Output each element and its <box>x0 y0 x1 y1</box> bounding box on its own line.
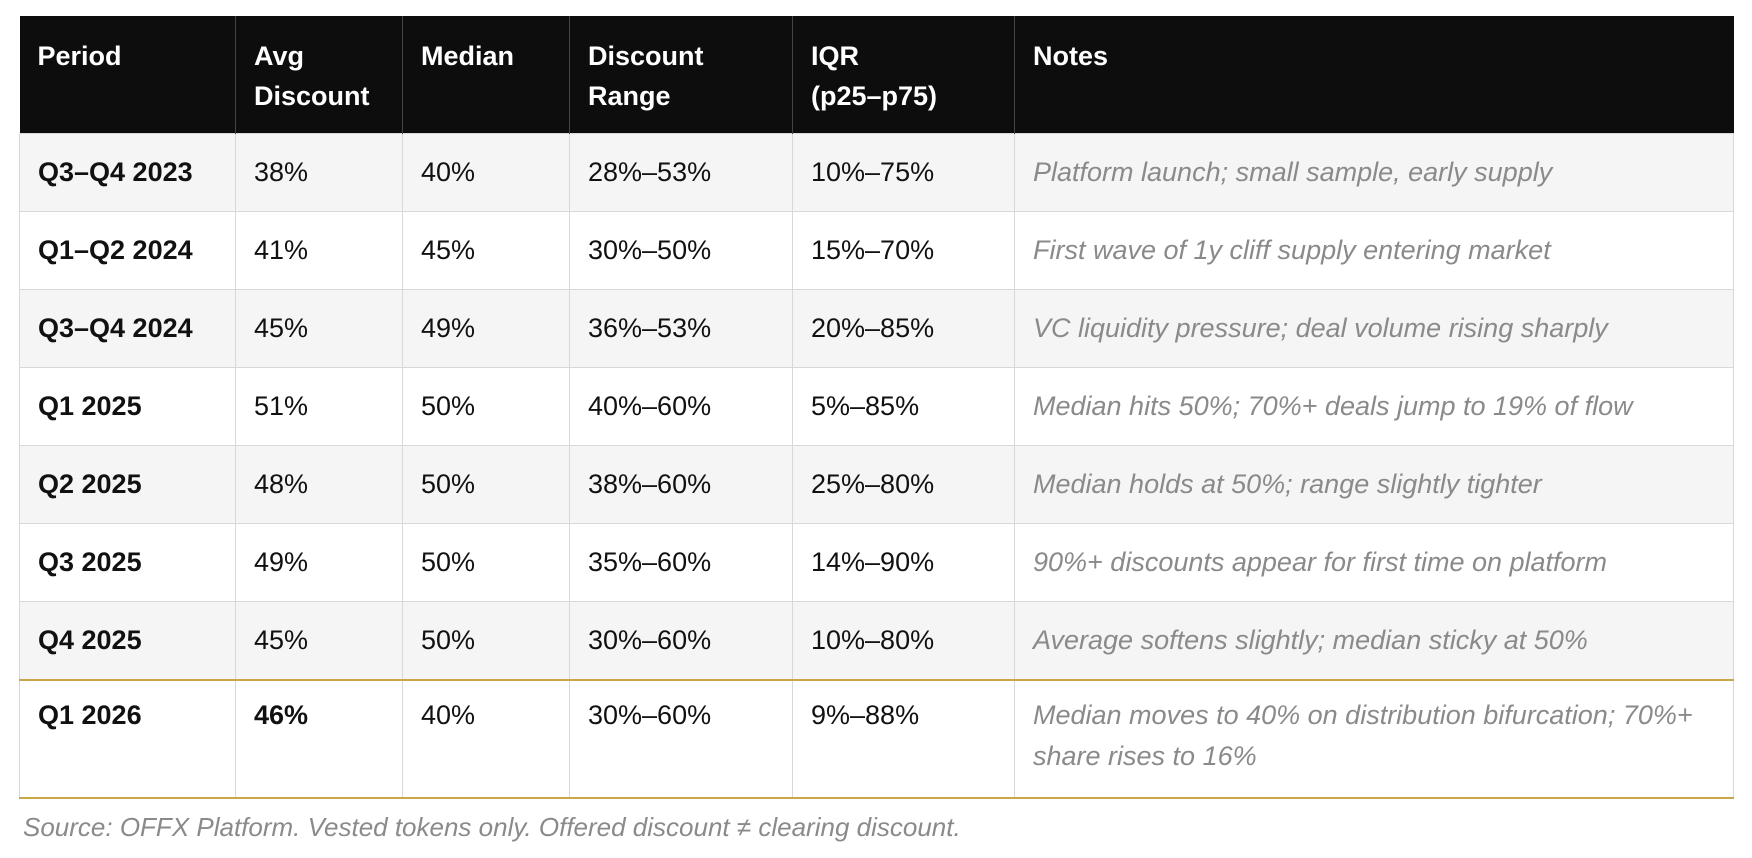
cell: Q1 2025 <box>19 367 236 446</box>
table-row: Q3–Q4 2024 45% 49% 36%–53% 20%–85% VC liquidi… <box>19 289 1734 368</box>
table-row: Q4 2025 45% 50% 30%–60% 10%–80% Average softe… <box>19 601 1734 681</box>
notes-cell: Median moves to 40% on distribution bifu… <box>1014 679 1734 799</box>
header-line: Range <box>588 81 671 111</box>
header-line: Period <box>37 41 122 71</box>
cell: 50% <box>402 367 570 446</box>
cell: 48% <box>235 445 403 524</box>
notes-cell: VC liquidity pressure; deal volume risin… <box>1014 289 1734 368</box>
header-line: IQR <box>811 41 860 71</box>
cell: 28%–53% <box>569 133 793 212</box>
cell: 45% <box>235 601 403 681</box>
notes-cell: First wave of 1y cliff supply entering m… <box>1014 211 1734 290</box>
cell: 20%–85% <box>792 289 1015 368</box>
header-line: Notes <box>1033 41 1109 71</box>
cell: 15%–70% <box>792 211 1015 290</box>
cell: Q2 2025 <box>19 445 236 524</box>
table-row: Q3–Q4 2023 38% 40% 28%–53% 10%–75% Platform l… <box>19 133 1734 212</box>
notes-cell: Median holds at 50%; range slightly tigh… <box>1014 445 1734 524</box>
header-row: Period Avg Discount Median Discount Range IQR (… <box>19 16 1734 134</box>
notes-cell: 90%+ discounts appear for first time on … <box>1014 523 1734 602</box>
cell: Q3–Q4 2023 <box>19 133 236 212</box>
header-line: Discount <box>254 81 370 111</box>
cell: 30%–60% <box>569 601 793 681</box>
header-cell: IQR (p25–p75) <box>792 16 1015 134</box>
table-row: Q1 2025 51% 50% 40%–60% 5%–85% Median hits 50… <box>19 367 1734 446</box>
cell: 45% <box>235 289 403 368</box>
cell: 46% <box>235 679 403 799</box>
cell: Q1 2026 <box>19 679 236 799</box>
discount-table: Period Avg Discount Median Discount Range IQR (… <box>19 16 1734 799</box>
cell: 14%–90% <box>792 523 1015 602</box>
cell: 30%–60% <box>569 679 793 799</box>
cell: Q1–Q2 2024 <box>19 211 236 290</box>
header-line: Median <box>421 41 515 71</box>
header-line: Avg <box>254 41 305 71</box>
cell: 51% <box>235 367 403 446</box>
cell: 36%–53% <box>569 289 793 368</box>
table-wrap: Period Avg Discount Median Discount Range IQR (… <box>19 16 1734 799</box>
cell: 50% <box>402 523 570 602</box>
cell: 30%–50% <box>569 211 793 290</box>
source-note: Source: OFFX Platform. Vested tokens onl… <box>23 812 961 842</box>
notes-cell: Average softens slightly; median sticky … <box>1014 601 1734 681</box>
header-cell: Median <box>402 16 570 134</box>
cell: 49% <box>235 523 403 602</box>
header-cell: Notes <box>1014 16 1734 134</box>
cell: Q3–Q4 2024 <box>19 289 236 368</box>
table-row: Q2 2025 48% 50% 38%–60% 25%–80% Median holds … <box>19 445 1734 524</box>
cell: 10%–75% <box>792 133 1015 212</box>
cell: 49% <box>402 289 570 368</box>
header-cell: Period <box>19 16 236 134</box>
table-body: Q3–Q4 2023 38% 40% 28%–53% 10%–75% Platform l… <box>19 133 1734 799</box>
notes-cell: Median hits 50%; 70%+ deals jump to 19% … <box>1014 367 1734 446</box>
cell: 10%–80% <box>792 601 1015 681</box>
cell: 35%–60% <box>569 523 793 602</box>
notes-cell: Platform launch; small sample, early sup… <box>1014 133 1734 212</box>
cell: 50% <box>402 601 570 681</box>
table-row: Q1 2026 46% 40% 30%–60% 9%–88% Median moves t… <box>19 679 1734 799</box>
header-cell: Avg Discount <box>235 16 403 134</box>
cell: 9%–88% <box>792 679 1015 799</box>
table-row: Q3 2025 49% 50% 35%–60% 14%–90% 90%+ discount… <box>19 523 1734 602</box>
header-line: Discount <box>588 41 704 71</box>
cell: 5%–85% <box>792 367 1015 446</box>
header-line: (p25–p75) <box>811 81 938 111</box>
cell: 40%–60% <box>569 367 793 446</box>
cell: 38%–60% <box>569 445 793 524</box>
cell: 38% <box>235 133 403 212</box>
cell: 41% <box>235 211 403 290</box>
cell: 25%–80% <box>792 445 1015 524</box>
table-row: Q1–Q2 2024 41% 45% 30%–50% 15%–70% First wave… <box>19 211 1734 290</box>
cell: 50% <box>402 445 570 524</box>
cell: Q3 2025 <box>19 523 236 602</box>
cell: 40% <box>402 679 570 799</box>
cell: 45% <box>402 211 570 290</box>
header-cell: Discount Range <box>569 16 793 134</box>
cell: Q4 2025 <box>19 601 236 681</box>
cell: 40% <box>402 133 570 212</box>
